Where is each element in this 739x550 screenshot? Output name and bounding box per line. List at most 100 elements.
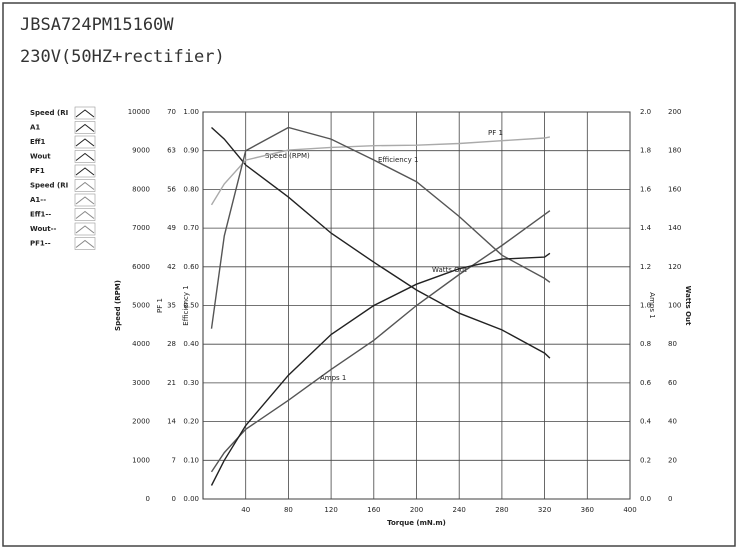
y-axis-label: Amps 1 bbox=[648, 292, 656, 318]
y-tick-label: 28 bbox=[167, 340, 176, 348]
legend-label: PF1-- bbox=[30, 240, 51, 248]
y-tick-label: 63 bbox=[167, 147, 176, 155]
x-tick-label: 120 bbox=[324, 506, 337, 514]
y-tick-label: 3000 bbox=[132, 379, 150, 387]
legend-symbol bbox=[75, 109, 95, 118]
x-tick-label: 400 bbox=[623, 506, 636, 514]
y-tick-label: 21 bbox=[167, 379, 176, 387]
y-tick-label: 14 bbox=[167, 418, 176, 426]
legend-symbol bbox=[75, 225, 95, 234]
legend-swatch bbox=[74, 179, 96, 192]
legend-label: Eff1-- bbox=[30, 211, 51, 219]
legend-label: A1-- bbox=[30, 196, 46, 204]
y-tick-label: 1.8 bbox=[640, 147, 651, 155]
y-tick-label: 49 bbox=[167, 224, 176, 232]
y-tick-label: 20 bbox=[668, 456, 677, 464]
legend-symbol bbox=[75, 123, 95, 132]
y-tick-label: 0.90 bbox=[183, 147, 199, 155]
y-tick-label: 160 bbox=[668, 185, 681, 193]
series-label: PF 1 bbox=[488, 129, 503, 137]
y-axis-label: PF 1 bbox=[156, 298, 164, 313]
x-axis-label: Torque (mN.m) bbox=[387, 519, 446, 527]
series-line bbox=[210, 210, 551, 473]
legend-swatch bbox=[74, 164, 96, 178]
y-tick-label: 180 bbox=[668, 147, 681, 155]
legend-symbol bbox=[75, 239, 95, 248]
y-tick-label: 9000 bbox=[132, 147, 150, 155]
legend-swatch bbox=[74, 150, 96, 163]
y-tick-label: 1.4 bbox=[640, 224, 652, 232]
legend-swatch bbox=[74, 222, 96, 236]
legend-symbol bbox=[75, 167, 95, 176]
y-axis-label: Watts Out bbox=[684, 286, 692, 326]
y-tick-label: 40 bbox=[668, 418, 677, 426]
y-tick-label: 10000 bbox=[128, 108, 150, 116]
y-tick-label: 4000 bbox=[132, 340, 150, 348]
y-tick-label: 35 bbox=[167, 302, 176, 310]
y-tick-label: 0.10 bbox=[183, 456, 199, 464]
y-tick-label: 0.20 bbox=[183, 418, 199, 426]
y-tick-label: 2000 bbox=[132, 418, 150, 426]
y-tick-label: 0.80 bbox=[183, 185, 199, 193]
y-tick-label: 42 bbox=[167, 263, 176, 271]
y-tick-label: 0.70 bbox=[183, 224, 199, 232]
x-tick-label: 280 bbox=[495, 506, 508, 514]
y-tick-label: 80 bbox=[668, 340, 677, 348]
x-tick-label: 360 bbox=[581, 506, 594, 514]
y-axis-label: Efficiency 1 bbox=[182, 285, 190, 325]
y-tick-label: 56 bbox=[167, 185, 176, 193]
y-tick-label: 70 bbox=[167, 108, 176, 116]
series-label: Watts Out bbox=[432, 266, 467, 274]
y-tick-label: 140 bbox=[668, 224, 681, 232]
y-tick-label: 1.00 bbox=[183, 108, 199, 116]
legend-swatch bbox=[74, 135, 96, 149]
y-tick-label: 0.8 bbox=[640, 340, 651, 348]
y-tick-label: 0.4 bbox=[640, 418, 652, 426]
legend-label: PF1 bbox=[30, 167, 45, 175]
legend-swatch bbox=[74, 121, 96, 134]
legend-label: Eff1 bbox=[30, 138, 45, 146]
y-tick-label: 0.30 bbox=[183, 379, 199, 387]
y-tick-label: 1000 bbox=[132, 456, 150, 464]
y-tick-label: 100 bbox=[668, 302, 681, 310]
series-line bbox=[210, 252, 551, 486]
x-tick-label: 200 bbox=[410, 506, 423, 514]
x-tick-label: 80 bbox=[284, 506, 293, 514]
title: JBSA724PM15160W bbox=[20, 15, 174, 35]
series-line bbox=[210, 136, 551, 206]
y-tick-label: 200 bbox=[668, 108, 681, 116]
legend-swatch bbox=[74, 193, 96, 207]
y-tick-label: 0.00 bbox=[183, 495, 199, 503]
y-tick-label: 6000 bbox=[132, 263, 150, 271]
y-tick-label: 0 bbox=[146, 495, 150, 503]
series-line bbox=[211, 126, 551, 359]
series-label: Speed (RPM) bbox=[265, 152, 310, 160]
y-axis-label: Speed (RPM) bbox=[114, 280, 122, 331]
subtitle: 230V(50HZ+rectifier) bbox=[20, 47, 225, 67]
legend-label: Wout-- bbox=[30, 225, 57, 233]
legend-symbol bbox=[75, 196, 95, 205]
y-tick-label: 0.6 bbox=[640, 379, 652, 387]
y-tick-label: 0.40 bbox=[183, 340, 199, 348]
legend-swatch bbox=[74, 208, 96, 221]
legend-swatch bbox=[74, 237, 96, 250]
legend-symbol bbox=[75, 138, 95, 147]
series-label: Efficiency 1 bbox=[378, 156, 418, 164]
y-tick-label: 120 bbox=[668, 263, 681, 271]
legend-symbol bbox=[75, 181, 95, 190]
y-tick-label: 0 bbox=[172, 495, 176, 503]
y-tick-label: 1.2 bbox=[640, 263, 651, 271]
y-tick-label: 2.0 bbox=[640, 108, 651, 116]
y-tick-label: 0.60 bbox=[183, 263, 199, 271]
x-tick-label: 160 bbox=[367, 506, 380, 514]
legend-symbol bbox=[75, 152, 95, 161]
legend-label: Speed (RI bbox=[30, 109, 68, 117]
y-tick-label: 8000 bbox=[132, 185, 150, 193]
x-tick-label: 320 bbox=[538, 506, 551, 514]
series-line bbox=[210, 126, 551, 329]
y-tick-label: 1.6 bbox=[640, 185, 652, 193]
y-tick-label: 60 bbox=[668, 379, 677, 387]
